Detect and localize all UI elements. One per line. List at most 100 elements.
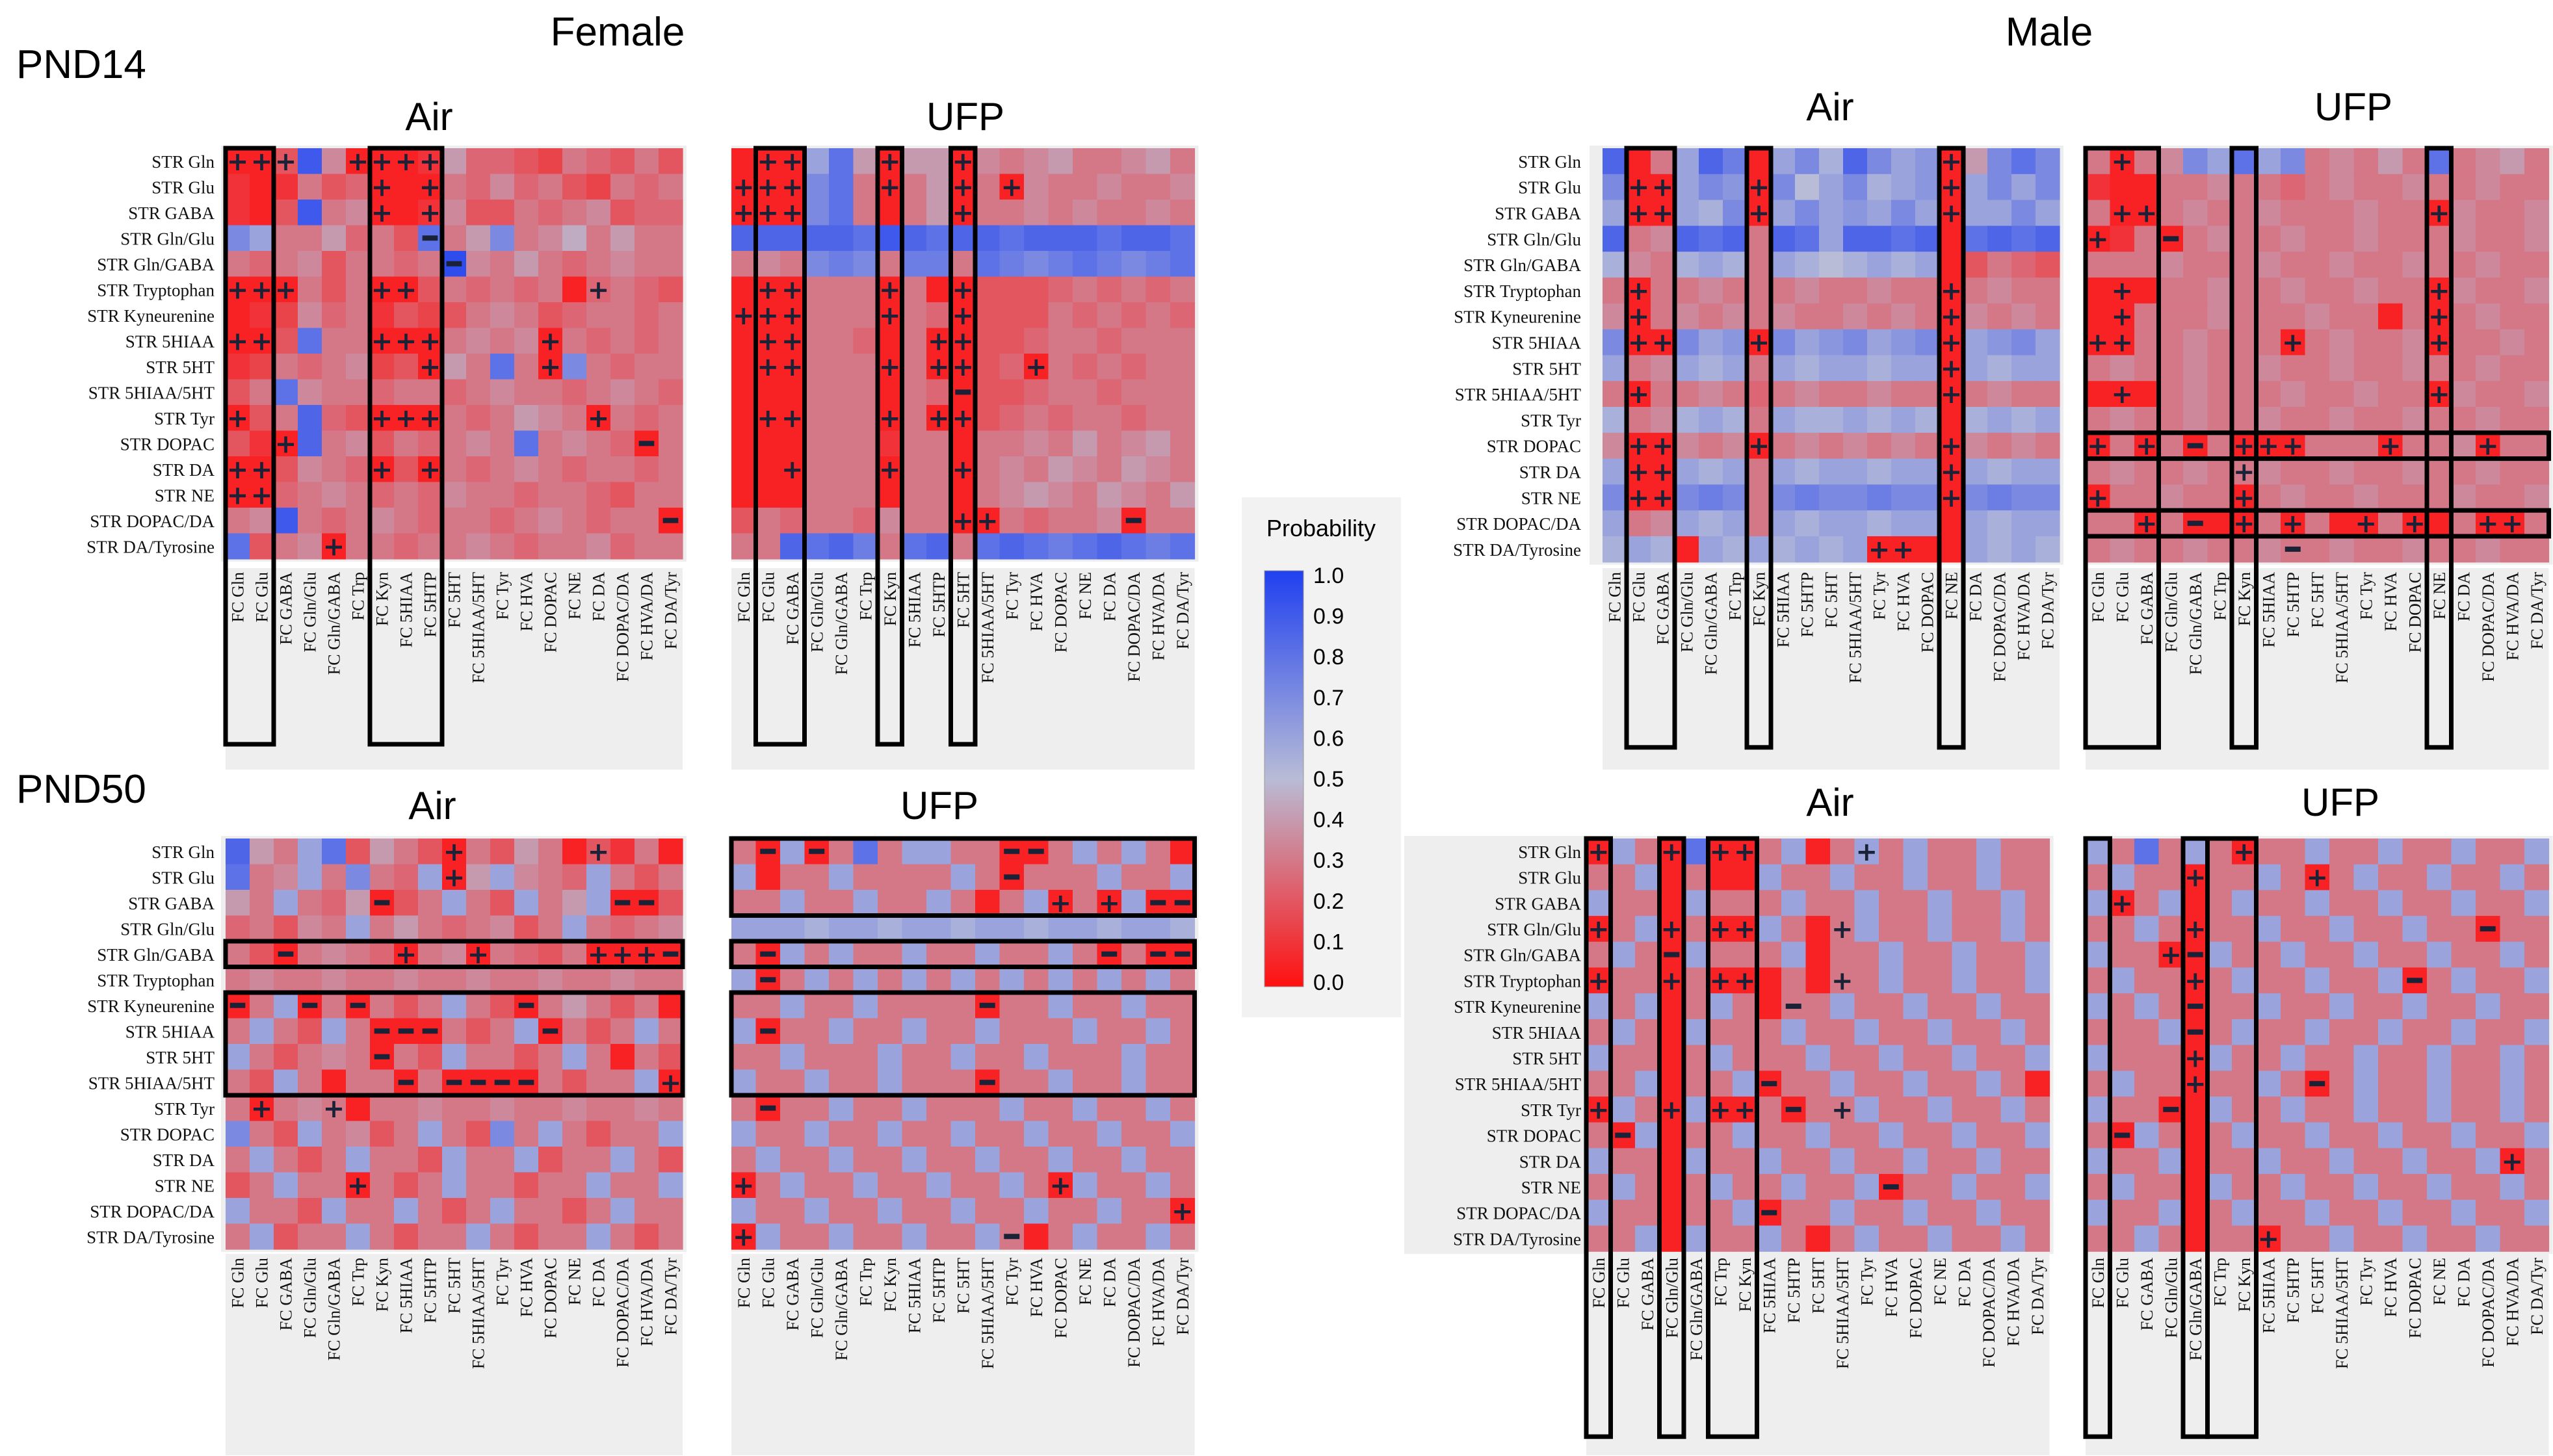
heatmap-cell [878, 251, 903, 278]
heatmap-cell [1891, 252, 1916, 278]
heatmap-cell [2451, 1122, 2476, 1149]
heatmap-cell [1795, 355, 1820, 382]
heatmap-cell [1795, 381, 1820, 408]
heatmap-cell [804, 1069, 830, 1096]
heatmap-cell [562, 967, 587, 993]
heatmap-cell [1891, 303, 1916, 330]
heatmap-cell [562, 1069, 587, 1096]
heatmap-cell [394, 482, 419, 508]
heatmap-cell [1699, 458, 1723, 485]
heatmap-cell [999, 174, 1025, 200]
heatmap-cell [1723, 536, 1748, 563]
heatmap-cell [755, 890, 781, 916]
heatmap-cell [926, 915, 952, 942]
heatmap-cell [999, 276, 1025, 303]
significance-minus-marker [2407, 978, 2423, 983]
heatmap-cell [1610, 1097, 1636, 1123]
heatmap-cell [2305, 200, 2330, 226]
significance-plus-marker: + [2428, 328, 2450, 358]
heatmap-cell [562, 1172, 587, 1199]
heatmap-cell [2500, 329, 2525, 356]
heatmap-cell [1651, 510, 1675, 537]
heatmap-panel-male-pnd50-ufp: ++ +++++++++FC Gln FC Glu FC GABA FC Gln/Glu… [2083, 836, 2553, 1455]
heatmap-cell [1843, 407, 1868, 434]
heatmap-cell [780, 1095, 805, 1122]
significance-minus-marker [1101, 951, 1118, 957]
heatmap-cell [1879, 864, 1904, 890]
heatmap-cell [466, 405, 491, 432]
row-label: STR Tryptophan [97, 970, 215, 990]
significance-plus-marker: + [2136, 199, 2158, 229]
heatmap-cell [731, 456, 757, 483]
heatmap-cell [1170, 1121, 1196, 1147]
heatmap-cell [1603, 484, 1627, 511]
heatmap-cell [635, 864, 659, 890]
heatmap-cell [250, 1121, 274, 1147]
heatmap-cell [346, 915, 371, 942]
heatmap-cell [878, 379, 903, 406]
heatmap-cell [586, 148, 611, 175]
heatmap-cell [755, 354, 781, 380]
heatmap-panel-male-pnd14-air: ++ + + ++ + + ++ ++ ++ + + +++ ++ + + ++ + ++ + ++ +STR GlnS… [1453, 146, 2063, 770]
heatmap-cell [635, 1223, 659, 1250]
heatmap-cell [1675, 407, 1699, 434]
heatmap-cell [1747, 252, 1772, 278]
heatmap-cell [1915, 484, 1940, 511]
heatmap-cell [1854, 838, 1879, 865]
heatmap-cell [1170, 200, 1196, 226]
heatmap-cell [804, 993, 830, 1019]
significance-plus-marker: + [1892, 535, 1915, 565]
column-label: FC Gln [2089, 572, 2108, 622]
heatmap-cell [1733, 890, 1758, 916]
heatmap-cell [1048, 1069, 1073, 1096]
significance-plus-marker: + [2184, 966, 2206, 996]
heatmap-cell [2476, 252, 2501, 278]
heatmap-cell [442, 838, 467, 865]
significance-plus-marker: + [1660, 966, 1682, 996]
significance-plus-marker: + [2501, 509, 2523, 539]
heatmap-cell [442, 328, 467, 354]
heatmap-cell [1651, 407, 1675, 434]
heatmap-cell [274, 1044, 298, 1071]
heatmap-cell [1024, 993, 1049, 1019]
heatmap-cell [610, 251, 635, 278]
heatmap-cell [418, 838, 443, 865]
heatmap-cell [226, 174, 250, 200]
significance-plus-marker: + [395, 404, 417, 434]
significance-minus-marker [1004, 1234, 1020, 1240]
significance-plus-marker: + [1855, 837, 1878, 867]
heatmap-cell [586, 302, 611, 329]
heatmap-cell [731, 1198, 757, 1225]
heatmap-cell [2427, 329, 2452, 356]
heatmap-cell [2134, 432, 2160, 460]
heatmap-cell [659, 148, 683, 175]
heatmap-cell [2451, 355, 2476, 382]
heatmap-cell [2086, 329, 2111, 356]
heatmap-cell [2500, 355, 2525, 382]
significance-plus-marker: + [371, 404, 393, 434]
heatmap-cell [298, 200, 322, 226]
heatmap-cell [1771, 484, 1796, 511]
heatmap-cell [514, 328, 539, 354]
column-label: FC DA [2454, 572, 2473, 621]
heatmap-cell [1097, 1223, 1122, 1250]
heatmap-cell [586, 328, 611, 354]
heatmap-cell [1097, 302, 1122, 329]
heatmap-cell [2524, 1071, 2550, 1097]
heatmap-cell [902, 915, 927, 942]
heatmap-cell [2110, 890, 2135, 916]
heatmap-cell [731, 838, 757, 865]
heatmap-panel-male-pnd14-ufp: ++ + +++ ++ ++ + + ++ ++ + + + + + +++ ++ + + + + + +FC Gln FC… [2083, 146, 2553, 770]
heatmap-cell [1987, 148, 2012, 175]
heatmap-cell [1586, 864, 1612, 890]
heatmap-cell [346, 508, 371, 534]
significance-plus-marker: + [781, 147, 804, 177]
heatmap-cell [322, 430, 347, 457]
heatmap-cell [2353, 1225, 2379, 1252]
heatmap-cell [1708, 967, 1733, 994]
heatmap-cell [274, 864, 298, 890]
significance-plus-marker: + [2233, 837, 2255, 867]
heatmap-cell [2110, 838, 2135, 865]
heatmap-cell [562, 838, 587, 865]
heatmap-cell [298, 1095, 322, 1122]
